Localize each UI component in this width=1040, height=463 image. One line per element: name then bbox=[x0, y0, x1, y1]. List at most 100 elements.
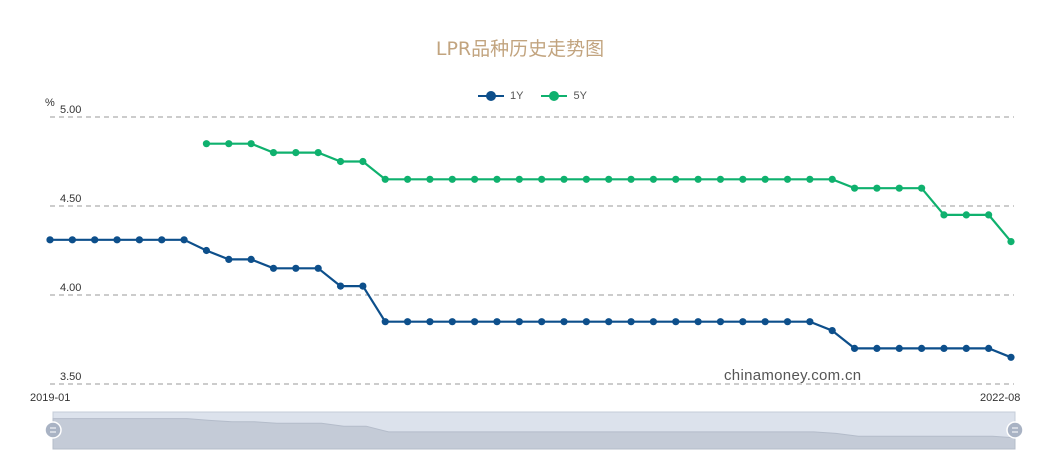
data-point-5y bbox=[672, 175, 680, 183]
data-point-5y bbox=[582, 175, 590, 183]
y-tick-label: 5.00 bbox=[60, 104, 81, 116]
data-point-5y bbox=[627, 175, 635, 183]
range-end-label: 2022-08 bbox=[980, 392, 1021, 404]
y-tick-label: 4.00 bbox=[60, 282, 81, 294]
data-point-5y bbox=[225, 140, 233, 148]
data-point-1y bbox=[806, 318, 814, 326]
data-point-1y bbox=[761, 318, 769, 326]
data-point-5y bbox=[761, 175, 769, 183]
data-point-1y bbox=[716, 318, 725, 326]
data-point-5y bbox=[1007, 238, 1015, 246]
data-point-5y bbox=[448, 175, 456, 183]
data-point-1y bbox=[918, 344, 926, 352]
legend: 1Y 5Y bbox=[478, 90, 587, 102]
chart-title: LPR品种历史走势图 bbox=[435, 38, 605, 60]
data-point-5y bbox=[649, 175, 658, 183]
series-line-1y bbox=[50, 238, 1012, 359]
data-point-5y bbox=[202, 140, 211, 148]
data-point-1y bbox=[292, 264, 300, 272]
data-point-1y bbox=[515, 318, 523, 326]
data-point-1y bbox=[895, 344, 903, 352]
data-point-1y bbox=[46, 236, 54, 244]
data-point-1y bbox=[158, 236, 166, 244]
data-point-1y bbox=[649, 318, 658, 326]
data-point-1y bbox=[582, 318, 590, 326]
data-point-1y bbox=[873, 344, 881, 352]
data-point-1y bbox=[1007, 353, 1015, 361]
data-point-1y bbox=[448, 318, 456, 326]
data-point-1y bbox=[269, 264, 278, 272]
data-point-5y bbox=[783, 175, 792, 183]
watermark: chinamoney.com.cn bbox=[724, 367, 862, 384]
zoom-handle-right[interactable] bbox=[1006, 421, 1024, 439]
data-point-1y bbox=[68, 236, 76, 244]
series-line-5y bbox=[206, 142, 1012, 243]
data-point-1y bbox=[381, 318, 389, 326]
data-point-5y bbox=[873, 184, 881, 192]
zoom-handle-left[interactable] bbox=[44, 421, 62, 439]
data-point-1y bbox=[538, 318, 546, 326]
data-point-1y bbox=[91, 236, 99, 244]
data-point-5y bbox=[962, 211, 970, 219]
legend-label-5y: 5Y bbox=[573, 90, 587, 102]
data-point-5y bbox=[560, 175, 568, 183]
data-point-1y bbox=[739, 318, 747, 326]
data-point-5y bbox=[918, 184, 926, 192]
data-point-5y bbox=[605, 175, 613, 183]
data-point-1y bbox=[828, 327, 836, 335]
data-point-1y bbox=[202, 246, 211, 255]
data-point-1y bbox=[113, 236, 121, 244]
data-point-5y bbox=[314, 149, 322, 157]
y-axis-label: % bbox=[45, 97, 55, 109]
data-point-1y bbox=[426, 318, 434, 326]
data-point-5y bbox=[985, 211, 993, 219]
data-point-1y bbox=[962, 344, 970, 352]
data-point-1y bbox=[471, 318, 479, 326]
data-point-5y bbox=[359, 157, 367, 166]
data-point-5y bbox=[895, 184, 903, 192]
data-point-5y bbox=[381, 175, 389, 183]
data-point-5y bbox=[336, 157, 345, 166]
data-point-1y bbox=[672, 318, 680, 326]
data-point-5y bbox=[850, 184, 859, 192]
range-start-label: 2019-01 bbox=[30, 392, 71, 404]
data-point-1y bbox=[359, 282, 367, 290]
data-point-1y bbox=[225, 255, 233, 263]
data-point-5y bbox=[538, 175, 546, 183]
y-tick-label: 4.50 bbox=[60, 193, 81, 205]
data-point-5y bbox=[426, 175, 434, 183]
data-point-5y bbox=[403, 175, 412, 183]
legend-item-1y[interactable]: 1Y bbox=[478, 90, 523, 102]
data-point-1y bbox=[180, 236, 188, 244]
data-point-5y bbox=[247, 140, 255, 148]
data-point-5y bbox=[716, 175, 725, 183]
data-point-1y bbox=[403, 318, 412, 326]
legend-label-1y: 1Y bbox=[510, 90, 524, 102]
data-point-5y bbox=[493, 175, 501, 183]
data-point-1y bbox=[783, 318, 792, 326]
data-point-5y bbox=[515, 175, 523, 183]
data-point-1y bbox=[314, 264, 322, 272]
data-point-5y bbox=[694, 175, 702, 183]
legend-marker-5y bbox=[541, 91, 568, 101]
data-point-1y bbox=[985, 344, 993, 352]
data-point-1y bbox=[247, 255, 255, 263]
legend-item-5y[interactable]: 5Y bbox=[541, 90, 587, 102]
zoom-overview-area bbox=[52, 418, 1016, 450]
legend-marker-1y bbox=[478, 91, 504, 101]
data-point-1y bbox=[135, 236, 143, 244]
data-point-5y bbox=[739, 175, 747, 183]
data-point-1y bbox=[694, 318, 702, 326]
data-point-5y bbox=[940, 211, 948, 219]
data-point-5y bbox=[292, 149, 300, 157]
y-tick-label: 3.50 bbox=[60, 371, 81, 383]
data-point-5y bbox=[269, 149, 278, 157]
data-point-1y bbox=[605, 318, 613, 326]
data-point-5y bbox=[471, 175, 479, 183]
data-point-1y bbox=[336, 282, 345, 290]
data-point-1y bbox=[493, 318, 501, 326]
data-point-1y bbox=[940, 344, 948, 352]
data-point-5y bbox=[806, 175, 814, 183]
data-point-1y bbox=[850, 344, 859, 352]
